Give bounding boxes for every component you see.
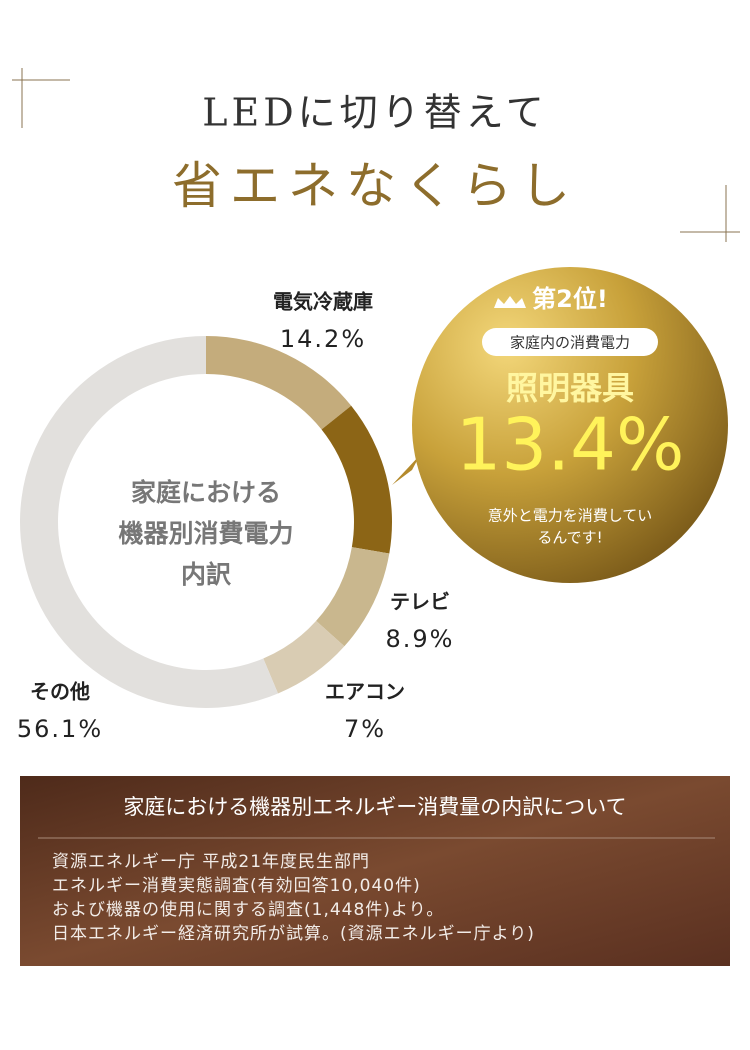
decoration [12, 68, 740, 242]
donut-segment [316, 547, 390, 647]
callout-tail [392, 455, 420, 485]
callout-note: るんです! [537, 529, 602, 547]
source-box [20, 776, 730, 966]
value-label: 14.2% [280, 325, 366, 353]
callout-note: 意外と電力を消費してい [488, 507, 653, 525]
title-line2: 省エネなくらし [172, 157, 578, 215]
title-line1: LEDに切り替えて [202, 91, 548, 135]
source-line: エネルギー消費実態調査(有効回答10,040件) [52, 876, 421, 896]
center-label: 家庭における [131, 478, 281, 507]
category-label: エアコン [325, 680, 405, 704]
donut-segment [263, 620, 345, 694]
donut-segment [321, 405, 392, 554]
value-label: 8.9% [386, 625, 455, 653]
category-label: その他 [30, 680, 90, 704]
source-line: および機器の使用に関する調査(1,448件)より。 [52, 899, 444, 920]
category-label: テレビ [390, 590, 450, 614]
callout-subtitle: 家庭内の消費電力 [510, 334, 630, 352]
callout-pill [482, 328, 658, 356]
crown-icon [494, 296, 526, 308]
source-line: 資源エネルギー庁 平成21年度民生部門 [52, 852, 370, 872]
callout-badge: 第2位! [532, 285, 608, 313]
donut-segment [20, 335, 278, 708]
category-label: 電気冷蔵庫 [273, 290, 373, 314]
source-heading: 家庭における機器別エネルギー消費量の内訳について [123, 795, 626, 819]
center-label: 内訳 [181, 560, 232, 589]
donut-segment [206, 336, 352, 430]
callout-category: 照明器具 [506, 369, 634, 407]
center-label: 機器別消費電力 [118, 519, 293, 548]
callout-value: 13.4% [456, 403, 685, 487]
value-label: 7% [344, 715, 386, 743]
source-line: 日本エネルギー経済研究所が試算。(資源エネルギー庁より) [52, 924, 535, 944]
value-label: 56.1% [17, 715, 103, 743]
